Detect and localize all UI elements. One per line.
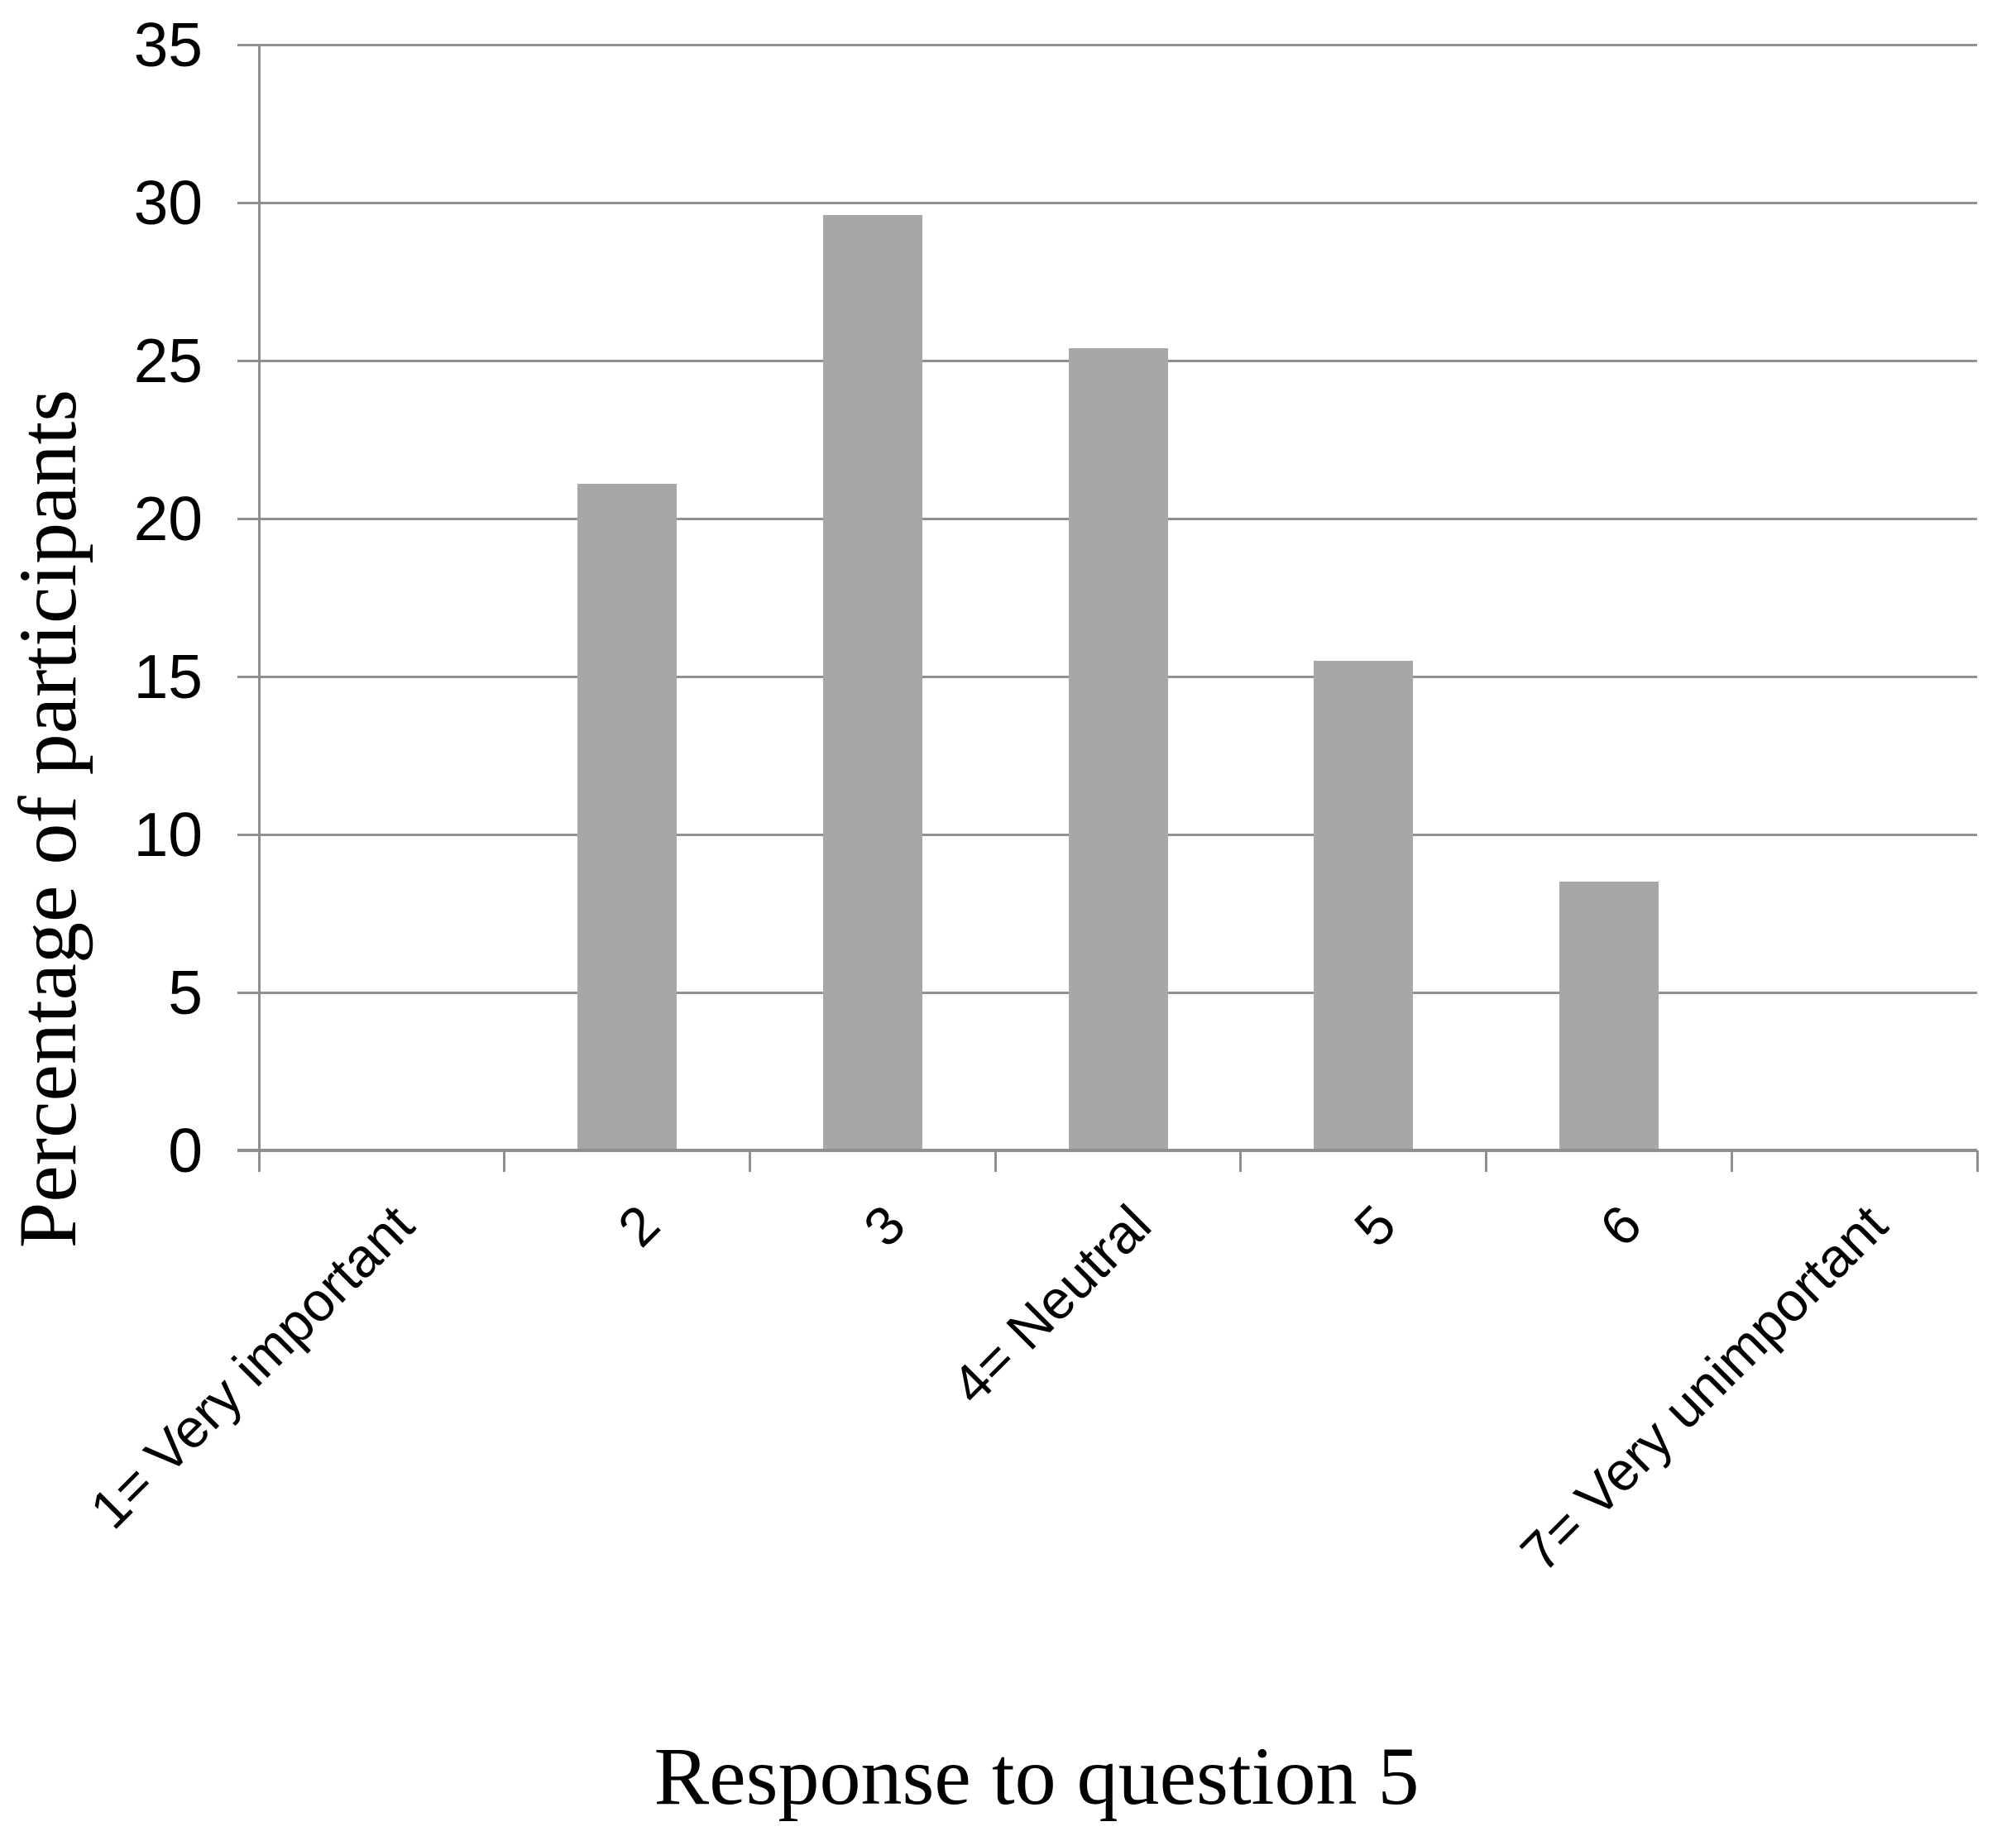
x-axis-tick bbox=[748, 1150, 751, 1172]
bar-category-4 bbox=[1068, 347, 1168, 1150]
x-axis-tick bbox=[503, 1150, 506, 1172]
x-category-label: 7= Very unimportant bbox=[1508, 1193, 1899, 1584]
bar-category-3 bbox=[822, 215, 922, 1150]
y-axis-line bbox=[257, 45, 261, 1172]
y-tick-label: 30 bbox=[133, 168, 203, 237]
y-tick-label: 35 bbox=[133, 10, 203, 79]
x-axis-tick bbox=[1730, 1150, 1733, 1172]
y-tick-label: 25 bbox=[133, 326, 203, 395]
bar-category-5 bbox=[1314, 660, 1414, 1150]
x-axis-tick bbox=[1975, 1150, 1979, 1172]
y-tick-label: 20 bbox=[133, 484, 203, 553]
y-tick-label: 15 bbox=[133, 642, 203, 711]
y-tick-label: 10 bbox=[133, 800, 203, 869]
y-tick-label: 5 bbox=[168, 958, 203, 1027]
x-axis-tick bbox=[1485, 1150, 1488, 1172]
bar-category-6 bbox=[1559, 882, 1659, 1150]
x-axis-tick bbox=[994, 1150, 997, 1172]
x-axis-line bbox=[237, 1149, 1977, 1152]
x-axis-title: Response to question 5 bbox=[654, 1730, 1420, 1822]
x-axis-tick bbox=[1239, 1150, 1243, 1172]
y-tick-label: 0 bbox=[168, 1116, 203, 1185]
bar-category-2 bbox=[577, 483, 678, 1150]
gridline-y-35 bbox=[237, 43, 1977, 46]
gridline-y-30 bbox=[237, 201, 1977, 204]
